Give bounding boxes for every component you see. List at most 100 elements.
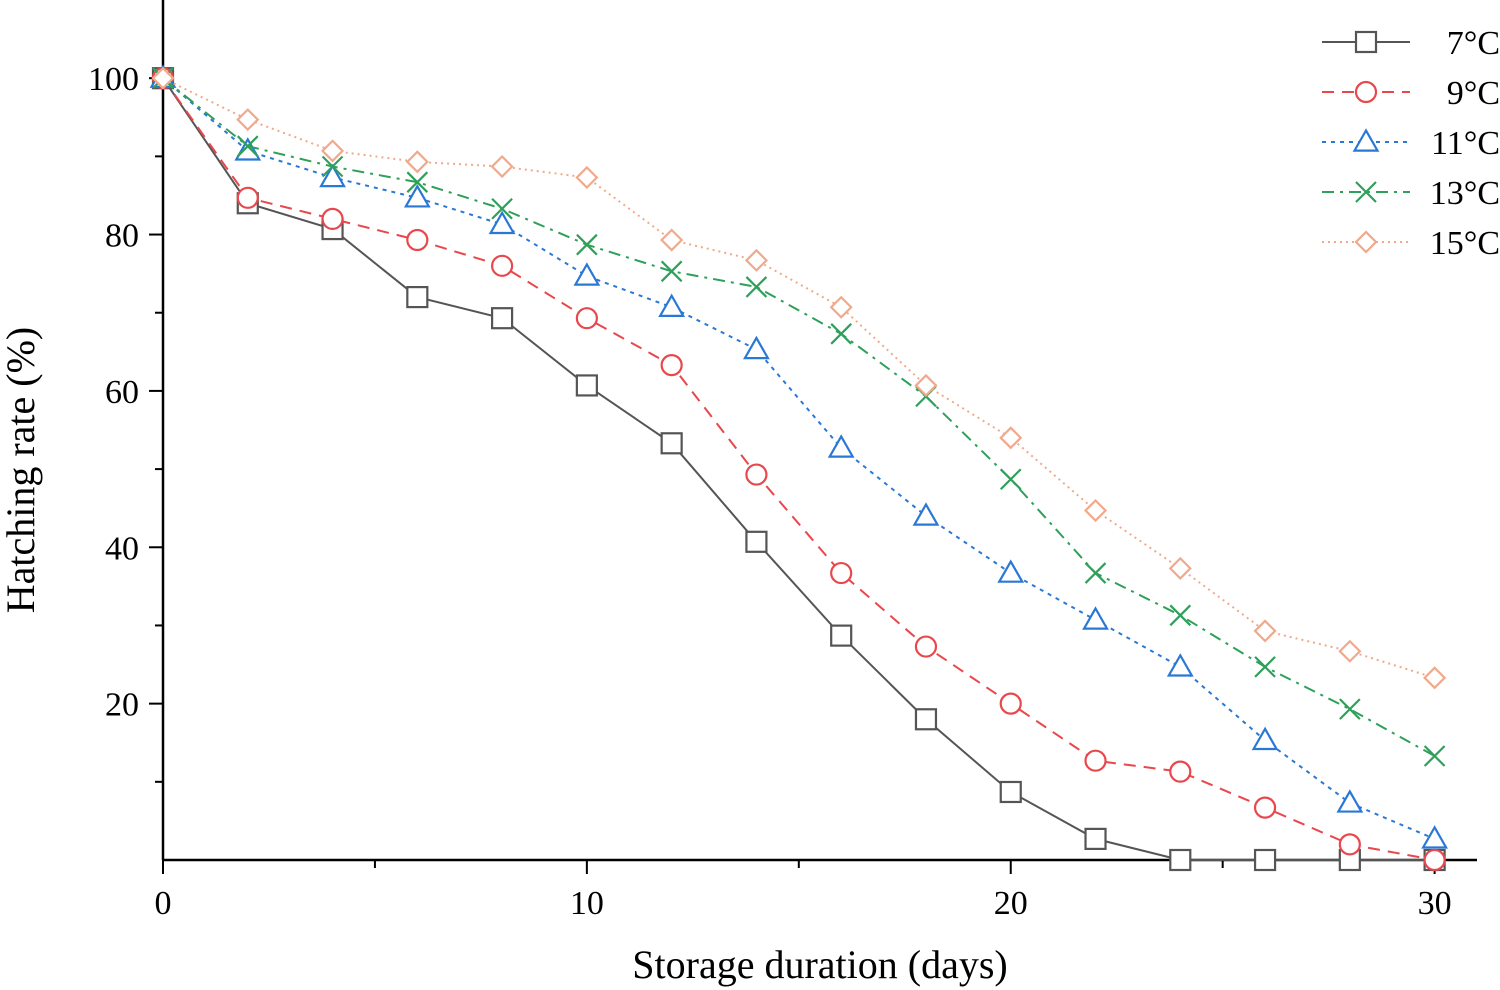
data-point [575, 165, 599, 190]
x-tick-label: 30 [1418, 885, 1452, 922]
data-point [829, 295, 853, 319]
data-point [1169, 604, 1192, 627]
series-line [162, 77, 1435, 861]
data-point [660, 432, 683, 455]
data-point [1084, 562, 1107, 584]
data-point [744, 248, 768, 272]
data-point [236, 108, 260, 132]
data-point [491, 197, 513, 220]
series-1 [151, 67, 1446, 872]
data-point [1169, 760, 1192, 783]
data-point [660, 260, 683, 283]
data-point [830, 561, 853, 585]
series-2 [149, 64, 1449, 849]
data-point [320, 139, 345, 163]
data-point [575, 307, 598, 330]
data-point [660, 354, 683, 377]
data-point [1423, 848, 1446, 872]
data-point [1423, 666, 1447, 690]
data-point [406, 171, 429, 193]
series-layer [149, 64, 1449, 872]
data-point [234, 137, 262, 161]
data-point [999, 468, 1022, 491]
data-point [997, 559, 1025, 583]
data-point [406, 228, 429, 252]
series-line [162, 77, 1435, 861]
data-point [1253, 619, 1277, 643]
data-point [1082, 606, 1109, 630]
data-point [914, 373, 938, 397]
data-point [1336, 789, 1364, 813]
data-point [488, 210, 516, 235]
legend-item: 11°C [1322, 125, 1500, 162]
data-point [999, 780, 1022, 804]
y-tick-label: 80 [105, 218, 139, 255]
data-point [1338, 833, 1361, 856]
legend-marker [1354, 30, 1378, 54]
y-tick-label: 60 [105, 374, 139, 411]
series-0 [151, 67, 1446, 872]
data-point [1083, 498, 1108, 523]
data-point [236, 186, 259, 209]
y-axis-title: Hatching rate (%) [0, 327, 43, 614]
series-line [162, 77, 1436, 840]
data-point [573, 262, 601, 286]
data-point [1168, 556, 1192, 580]
series-4 [151, 66, 1447, 690]
legend: 7°C 9°C 11°C 13°C 15°C [1322, 25, 1500, 262]
data-point [1338, 639, 1362, 663]
x-tick-label: 10 [570, 885, 604, 922]
data-point [403, 184, 431, 208]
data-point [743, 335, 770, 360]
data-point [1254, 656, 1276, 678]
legend-label: 13°C [1430, 175, 1500, 212]
data-point [319, 163, 346, 188]
legend-label: 11°C [1431, 125, 1500, 162]
data-point [914, 708, 938, 731]
legend-label: 7°C [1447, 25, 1500, 62]
data-point [321, 207, 344, 231]
legend-marker [1355, 181, 1377, 203]
legend-label: 15°C [1430, 225, 1500, 262]
y-tick-label: 100 [88, 61, 139, 98]
legend-item: 15°C [1322, 225, 1500, 262]
data-point [406, 285, 429, 309]
y-tick-label: 40 [105, 530, 139, 567]
data-point [1084, 827, 1107, 850]
series-line [162, 77, 1436, 757]
data-point [745, 276, 768, 298]
data-point [660, 228, 684, 252]
series-3 [152, 67, 1446, 767]
data-point [1339, 698, 1361, 720]
data-point [575, 374, 598, 397]
legend-label: 9°C [1447, 75, 1500, 112]
data-point [1421, 825, 1449, 849]
data-point [999, 426, 1023, 450]
data-point [1169, 848, 1192, 872]
legend-marker [1354, 80, 1378, 104]
data-point [914, 635, 938, 658]
data-point [658, 293, 686, 317]
data-point [912, 502, 940, 526]
axes: 0 10 20 30 20 40 60 80 100 [88, 0, 1477, 922]
x-tick-label: 0 [155, 885, 172, 922]
data-point [405, 150, 429, 174]
data-point [490, 254, 514, 277]
data-point [576, 233, 598, 256]
x-axis-title: Storage duration (days) [632, 942, 1007, 987]
data-point [827, 434, 855, 458]
legend-item: 9°C [1322, 75, 1500, 112]
data-point [490, 154, 514, 179]
data-point [1423, 745, 1446, 767]
data-point [1251, 726, 1279, 751]
data-point [321, 155, 344, 178]
data-point [490, 307, 514, 330]
data-point [830, 624, 853, 647]
legend-marker [1354, 230, 1378, 254]
legend-marker [1352, 128, 1380, 152]
data-point [830, 323, 852, 345]
data-point [1253, 796, 1277, 819]
legend-item: 7°C [1322, 25, 1500, 62]
x-tick-label: 20 [994, 885, 1028, 922]
